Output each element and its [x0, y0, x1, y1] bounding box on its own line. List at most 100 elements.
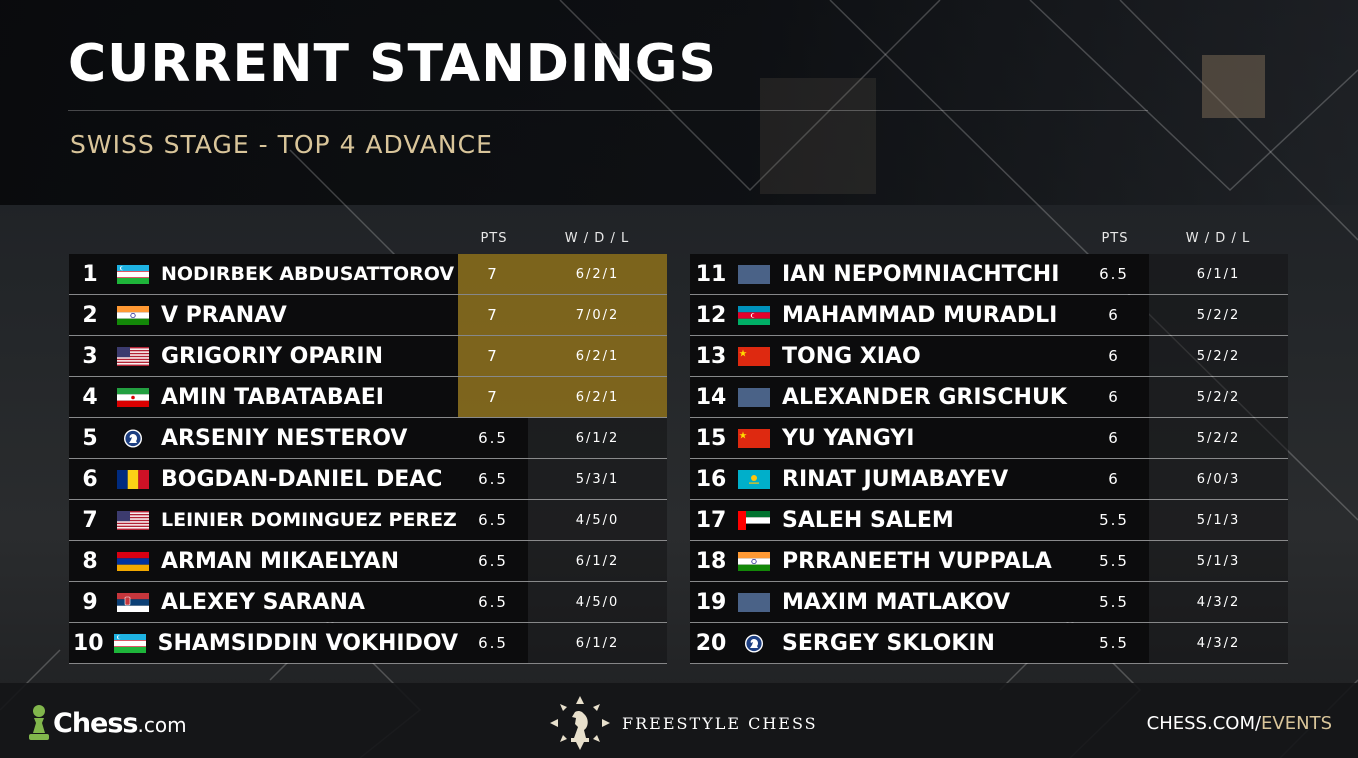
standings-row: 9 ALEXEY SARANA 6.5 4/5/0	[69, 582, 667, 623]
points-value: 6	[1079, 336, 1149, 376]
blank-flag-icon	[738, 264, 770, 284]
chess-com-logo-text: Chess.com	[53, 707, 187, 739]
standings-row: 20 SERGEY SKLOKIN 5.5 4/3/2	[690, 623, 1288, 664]
player-name: PRRANEETH VUPPALA	[782, 548, 1052, 574]
left-pts-header: PTS	[480, 231, 508, 246]
player-name: MAXIM MATLAKOV	[782, 589, 1011, 615]
rank-number: 4	[82, 384, 98, 410]
points-value: 6.5	[458, 541, 528, 581]
points-value: 5.5	[1079, 541, 1149, 581]
title-divider	[68, 110, 1148, 111]
points-value: 6	[1079, 295, 1149, 335]
standings-row: 3 GRIGORIY OPARIN 7 6/2/1	[69, 336, 667, 377]
player-cell: 15 YU YANGYI	[690, 418, 1079, 458]
uzbekistan-flag-icon	[117, 264, 149, 284]
romania-flag-icon	[117, 469, 149, 489]
rank-number: 17	[695, 507, 727, 533]
rank-number: 11	[695, 261, 727, 287]
player-cell: 19 MAXIM MATLAKOV	[690, 582, 1079, 622]
chess-com-logo[interactable]: Chess.com	[26, 701, 187, 745]
wdl-record: 5/1/3	[1149, 541, 1288, 581]
standings-table-right: 11 IAN NEPOMNIACHTCHI 6.5 6/1/1 12 MAHAMMAD M…	[690, 254, 1288, 664]
blank-flag-icon	[738, 592, 770, 612]
standings-row: 2 V PRANAV 7 7/0/2	[69, 295, 667, 336]
player-name: LEINIER DOMINGUEZ PEREZ	[161, 509, 457, 531]
wdl-record: 6/1/2	[528, 418, 667, 458]
player-name: ALEXEY SARANA	[161, 589, 365, 615]
serbia-flag-icon	[117, 592, 149, 612]
wdl-record: 6/2/1	[528, 377, 667, 417]
wdl-record: 5/3/1	[528, 459, 667, 499]
player-name: BOGDAN-DANIEL DEAC	[161, 466, 443, 492]
wdl-record: 4/3/2	[1149, 582, 1288, 622]
wdl-record: 6/1/2	[528, 541, 667, 581]
rank-number: 18	[695, 548, 727, 574]
standings-row: 18 PRRANEETH VUPPALA 5.5 5/1/3	[690, 541, 1288, 582]
standings-row: 14 ALEXANDER GRISCHUK 6 5/2/2	[690, 377, 1288, 418]
rank-number: 7	[82, 507, 98, 533]
wdl-record: 5/2/2	[1149, 377, 1288, 417]
points-value: 6.5	[458, 582, 528, 622]
player-cell: 17 SALEH SALEM	[690, 500, 1079, 540]
player-cell: 16 RINAT JUMABAYEV	[690, 459, 1079, 499]
standings-row: 12 MAHAMMAD MURADLI 6 5/2/2	[690, 295, 1288, 336]
player-name: SALEH SALEM	[782, 507, 954, 533]
pawn-icon	[29, 705, 49, 740]
wdl-record: 6/0/3	[1149, 459, 1288, 499]
player-name: ALEXANDER GRISCHUK	[782, 384, 1067, 410]
page-subtitle: SWISS STAGE - TOP 4 ADVANCE	[70, 130, 493, 159]
rank-number: 1	[82, 261, 98, 287]
wdl-record: 5/2/2	[1149, 418, 1288, 458]
points-value: 5.5	[1079, 582, 1149, 622]
rank-number: 9	[82, 589, 98, 615]
player-cell: 6 BOGDAN-DANIEL DEAC	[69, 459, 458, 499]
rank-number: 14	[695, 384, 727, 410]
right-wdl-header: W / D / L	[1185, 231, 1251, 246]
player-name: TONG XIAO	[782, 343, 921, 369]
freestyle-emblem-icon	[550, 696, 610, 750]
wdl-record: 4/5/0	[528, 500, 667, 540]
right-pts-header: PTS	[1101, 231, 1129, 246]
points-value: 6.5	[458, 418, 528, 458]
header-band	[0, 0, 1358, 205]
points-value: 7	[458, 254, 528, 294]
standings-table-left: 1 NODIRBEK ABDUSATTOROV 7 6/2/1 2 V PRANAV 7 7/…	[69, 254, 667, 664]
wdl-record: 6/1/2	[528, 623, 667, 663]
player-name: ARSENIY NESTEROV	[161, 425, 408, 451]
standings-row: 8 ARMAN MIKAELYAN 6.5 6/1/2	[69, 541, 667, 582]
events-link[interactable]: CHESS.COM/EVENTS	[1146, 713, 1332, 734]
wdl-record: 4/5/0	[528, 582, 667, 622]
player-cell: 18 PRRANEETH VUPPALA	[690, 541, 1079, 581]
points-value: 7	[458, 377, 528, 417]
points-value: 6.5	[458, 459, 528, 499]
player-cell: 11 IAN NEPOMNIACHTCHI	[690, 254, 1079, 294]
standings-row: 15 YU YANGYI 6 5/2/2	[690, 418, 1288, 459]
points-value: 6.5	[1079, 254, 1149, 294]
uae-flag-icon	[738, 510, 770, 530]
rank-number: 5	[82, 425, 98, 451]
points-value: 5.5	[1079, 500, 1149, 540]
usa-flag-icon	[117, 510, 149, 530]
points-value: 6.5	[458, 500, 528, 540]
points-value: 5.5	[1079, 623, 1149, 663]
player-name: V PRANAV	[161, 302, 287, 328]
china-flag-icon	[738, 346, 770, 366]
player-cell: 1 NODIRBEK ABDUSATTOROV	[69, 254, 458, 294]
wdl-record: 5/1/3	[1149, 500, 1288, 540]
rank-number: 15	[695, 425, 727, 451]
player-name: IAN NEPOMNIACHTCHI	[782, 261, 1060, 287]
uzbekistan-flag-icon	[113, 633, 146, 653]
player-name: RINAT JUMABAYEV	[782, 466, 1009, 492]
footer-bar	[0, 683, 1358, 758]
wdl-record: 5/2/2	[1149, 295, 1288, 335]
azerbaijan-flag-icon	[738, 305, 770, 325]
player-cell: 10 SHAMSIDDIN VOKHIDOV	[69, 623, 458, 663]
player-name: AMIN TABATABAEI	[161, 384, 384, 410]
standings-row: 1 NODIRBEK ABDUSATTOROV 7 6/2/1	[69, 254, 667, 295]
wdl-record: 7/0/2	[528, 295, 667, 335]
player-cell: 4 AMIN TABATABAEI	[69, 377, 458, 417]
player-name: SHAMSIDDIN VOKHIDOV	[157, 630, 458, 656]
freestyle-chess-logo: FREESTYLE CHESS	[548, 694, 818, 752]
standings-row: 6 BOGDAN-DANIEL DEAC 6.5 5/3/1	[69, 459, 667, 500]
standings-row: 17 SALEH SALEM 5.5 5/1/3	[690, 500, 1288, 541]
